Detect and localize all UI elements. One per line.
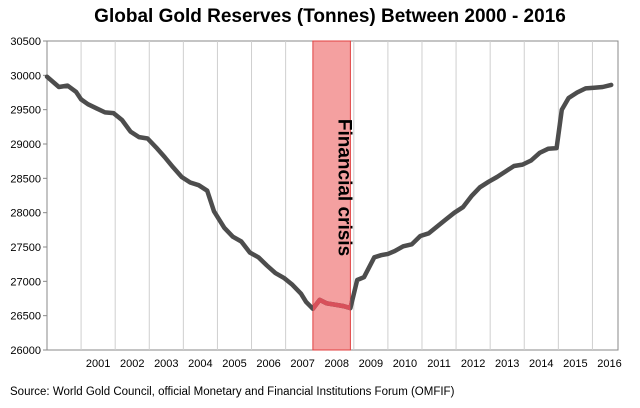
x-tick-label: 2009 <box>359 358 383 370</box>
y-tick-label: 28500 <box>10 173 41 185</box>
y-tick-label: 27500 <box>10 242 41 254</box>
y-tick-label: 28000 <box>10 208 41 220</box>
x-tick-label: 2007 <box>290 358 314 370</box>
y-tick-label: 29500 <box>10 105 41 117</box>
x-tick-label: 2002 <box>120 358 144 370</box>
source-note: Source: World Gold Council, official Mon… <box>10 386 455 398</box>
y-tick-label: 26500 <box>10 311 41 323</box>
x-tick-label: 2012 <box>461 358 485 370</box>
x-tick-label: 2011 <box>427 358 451 370</box>
crisis-line-segment <box>312 297 351 312</box>
chart-title: Global Gold Reserves (Tonnes) Between 20… <box>94 6 566 27</box>
x-tick-label: 2006 <box>256 358 280 370</box>
crisis-label: Financial crisis <box>334 119 355 256</box>
x-tick-label: 2016 <box>597 358 621 370</box>
y-tick-label: 26000 <box>10 345 41 357</box>
x-tick-label: 2015 <box>563 358 587 370</box>
x-tick-label: 2013 <box>495 358 519 370</box>
y-tick-label: 29000 <box>10 139 41 151</box>
y-tick-label: 30000 <box>10 70 41 82</box>
x-tick-label: 2003 <box>154 358 178 370</box>
x-tick-label: 2008 <box>325 358 349 370</box>
y-tick-label: 30500 <box>10 36 41 48</box>
x-tick-label: 2001 <box>86 358 110 370</box>
x-tick-label: 2005 <box>222 358 246 370</box>
x-tick-label: 2004 <box>188 358 212 370</box>
x-tick-label: 2010 <box>393 358 417 370</box>
y-tick-label: 27000 <box>10 276 41 288</box>
x-tick-label: 2014 <box>529 358 553 370</box>
